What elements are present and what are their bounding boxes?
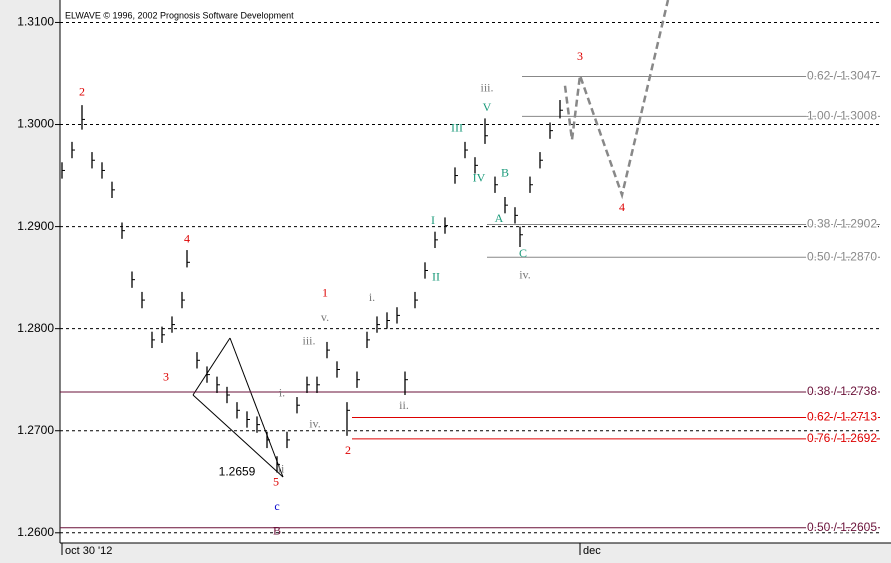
level-label: 0.38 / 1.2902 — [807, 217, 877, 231]
x-axis-panel — [0, 543, 891, 563]
wave-label: iv. — [519, 267, 531, 281]
wave-label: II — [432, 269, 440, 283]
wave-label: ii — [278, 461, 285, 475]
wave-label: C — [519, 246, 527, 260]
wave-label: 1 — [322, 286, 328, 300]
level-label: 0.50 / 1.2605 — [807, 520, 877, 534]
wave-label: 3 — [577, 49, 583, 63]
x-tick-label: dec — [583, 545, 601, 557]
wave-label: ii. — [399, 398, 409, 412]
level-label: 0.38 / 1.2738 — [807, 384, 877, 398]
wave-label: i. — [279, 386, 285, 400]
level-label: 0.62 / 1.3047 — [807, 69, 877, 83]
wave-label: 2 — [79, 85, 85, 99]
level-label: 0.76 / 1.2692 — [807, 431, 877, 445]
wave-label: 5 — [273, 475, 279, 489]
y-tick-label: 1.3000 — [17, 117, 54, 131]
wave-label: IV — [473, 170, 486, 184]
wave-label: 3 — [163, 369, 169, 383]
wave-label: iii. — [302, 334, 315, 348]
wave-label: iv. — [309, 416, 321, 430]
y-tick-label: 1.3100 — [17, 15, 54, 29]
level-label: 0.50 / 1.2870 — [807, 249, 877, 263]
y-tick-label: 1.2800 — [17, 321, 54, 335]
x-tick-label: oct 30 '12 — [65, 545, 112, 557]
y-tick-label: 1.2900 — [17, 219, 54, 233]
wave-label: 1.2659 — [219, 465, 256, 479]
wave-label: iii. — [480, 81, 493, 95]
y-axis-panel — [0, 0, 60, 563]
wave-label: V — [483, 100, 492, 114]
level-label: 1.00 / 1.3008 — [807, 109, 877, 123]
projection-line — [563, 0, 670, 200]
wedge — [192, 337, 284, 478]
wave-label: I — [431, 213, 435, 227]
wave-label: III — [451, 120, 463, 134]
wave-label: 2 — [345, 443, 351, 457]
wave-label: 4 — [619, 200, 625, 214]
wave-label: 4 — [184, 232, 190, 246]
wave-label: c — [274, 499, 279, 513]
wave-label: A — [495, 211, 504, 225]
wave-label: v. — [321, 310, 329, 324]
wave-label: i. — [369, 290, 375, 304]
level-label: 0.62 / 1.2713 — [807, 410, 877, 424]
y-tick-label: 1.2700 — [17, 423, 54, 437]
y-tick-label: 1.2600 — [17, 525, 54, 539]
wave-label: B — [501, 165, 509, 179]
watermark: ELWAVE © 1996, 2002 Prognosis Software D… — [65, 10, 294, 20]
wave-label: B — [273, 524, 281, 538]
